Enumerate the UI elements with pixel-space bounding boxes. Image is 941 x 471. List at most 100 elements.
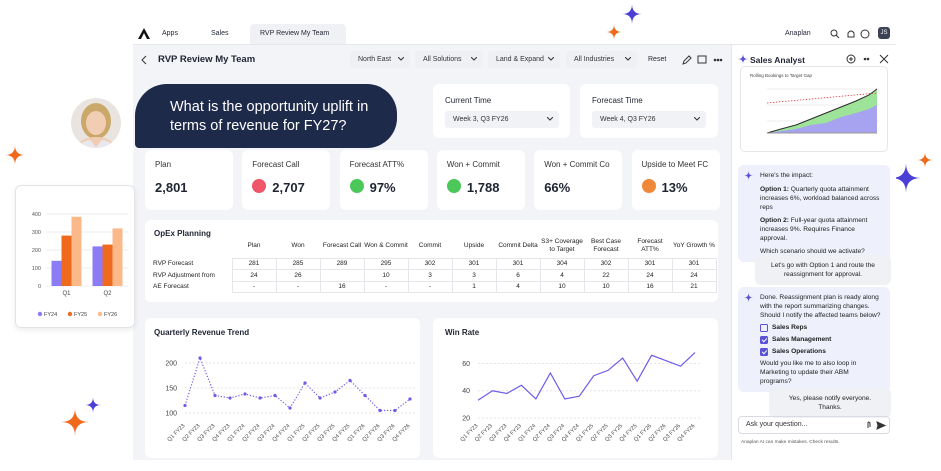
mini-chart xyxy=(766,88,879,134)
cell: 285 xyxy=(275,257,321,270)
y-tick-label: 40 xyxy=(462,388,470,395)
filter[interactable]: All Solutions xyxy=(415,51,483,68)
kpi-card: Plan 2,801 xyxy=(145,150,233,210)
nav-apps[interactable]: Apps xyxy=(162,30,178,37)
kpi-label: Won + Commit Co xyxy=(544,160,610,169)
question: What is the opportunity uplift in terms … xyxy=(170,99,369,134)
ask: Which scenario should we activate? xyxy=(760,248,865,255)
y-tick-label: 200 xyxy=(32,248,41,254)
point xyxy=(198,356,202,360)
kpi-label: Plan xyxy=(155,160,172,169)
time-value: Week 4, Q3 FY26 xyxy=(600,116,656,123)
y-tick-label: 20 xyxy=(462,416,470,423)
cell: - xyxy=(363,280,409,293)
option-text: Full-year quota attainment increases 9%.… xyxy=(760,217,868,242)
nav-org[interactable]: Anaplan xyxy=(785,30,811,37)
nav-tab[interactable]: RVP Review My Team xyxy=(260,30,330,37)
page-title: RVP Review My Team xyxy=(158,54,256,65)
analyst-title: Sales Analyst xyxy=(750,55,805,65)
analyst-chart-title: Rolling Bookings to Target Gap xyxy=(750,73,812,78)
point xyxy=(363,393,367,398)
kpi-value: 66% xyxy=(544,180,571,195)
cell: 24 xyxy=(231,269,277,282)
filter[interactable]: Land & Expand xyxy=(488,51,560,68)
opex-title: OpEx Planning xyxy=(154,229,211,238)
user-avatar[interactable]: JS xyxy=(878,27,890,39)
cell: 304 xyxy=(539,257,585,270)
cell: 295 xyxy=(363,257,409,270)
filter[interactable]: North East xyxy=(350,51,410,68)
checkbox xyxy=(760,347,768,356)
cell: 289 xyxy=(319,257,365,270)
panel-icons xyxy=(846,54,889,64)
time-select[interactable]: Week 4, Q3 FY26 xyxy=(592,111,706,128)
kpi-label: Forecast ATT% xyxy=(349,160,405,169)
team-option[interactable]: Sales Operations xyxy=(760,347,882,356)
cell: 281 xyxy=(231,257,277,270)
spark-icon xyxy=(738,54,748,64)
column-header: Forecast ATT% xyxy=(637,237,663,253)
point xyxy=(213,393,217,398)
floating-chart-card: 0 100 200 300 400 Q1 Q2 FY24 FY25 FY26 xyxy=(15,185,135,328)
back[interactable] xyxy=(141,55,149,65)
team-option[interactable]: Sales Reps xyxy=(760,323,882,332)
bar xyxy=(102,244,113,286)
point xyxy=(333,390,337,394)
bar xyxy=(61,235,72,286)
filter[interactable]: All Industries xyxy=(566,51,637,68)
time-label: Forecast Time xyxy=(592,96,643,105)
y-tick-label: 60 xyxy=(462,361,470,368)
column-header: Commit xyxy=(418,241,442,249)
kpi-card: Upside to Meet FC 13% xyxy=(631,150,720,210)
header-row: Plan Won Forecast Call Won & Commit Commit Up… xyxy=(153,234,716,258)
avatar xyxy=(69,96,123,150)
time-value: Week 3, Q3 FY26 xyxy=(453,116,509,123)
reset[interactable]: Reset xyxy=(648,56,667,63)
chart-card: Quarterly Revenue Trend 100 150 200 Q1 FY23… xyxy=(145,318,420,458)
team-option[interactable]: Sales Management xyxy=(760,335,882,344)
team-name: Sales Management xyxy=(772,336,832,343)
row-label: AE Forecast xyxy=(153,283,189,291)
nav-icons xyxy=(830,29,870,39)
y-tick-label: 0 xyxy=(38,284,41,290)
cell: 6 xyxy=(495,269,541,282)
column-header: S3+ Coverage to Target xyxy=(541,237,583,253)
nav-sales[interactable]: Sales xyxy=(211,30,229,37)
legend-swatch xyxy=(67,311,73,317)
cell: 10 xyxy=(363,269,409,282)
chart-title: Quarterly Revenue Trend xyxy=(154,328,250,337)
cell: 24 xyxy=(671,269,717,282)
done: Done. Reassignment plan is ready along w… xyxy=(760,294,881,319)
marketing: Would you like me to also loop in Market… xyxy=(760,360,857,385)
kpi-status xyxy=(252,179,267,193)
chat-input[interactable]: Ask your question... xyxy=(738,416,890,434)
kpi-card: Forecast Call 2,707 xyxy=(242,150,331,210)
ai-message: Here's the impact: Option 1: Quarterly q… xyxy=(738,165,890,262)
y-tick-label: 300 xyxy=(32,230,41,236)
checkbox xyxy=(760,323,768,332)
time-select[interactable]: Week 3, Q3 FY26 xyxy=(445,111,559,128)
cell: 4 xyxy=(539,269,585,282)
point xyxy=(243,392,247,396)
team-name: Sales Reps xyxy=(772,324,808,331)
kpi-card: Forecast ATT% 97% xyxy=(339,150,428,210)
cell: 3 xyxy=(451,269,497,282)
legend-label: FY26 xyxy=(104,312,117,318)
top-nav: Apps Sales RVP Review My Team Anaplan JS xyxy=(133,22,896,45)
row-label: RVP Adjustment from xyxy=(153,271,215,279)
legend-label: FY25 xyxy=(74,312,87,318)
disclaimer: Anaplan AI can make mistakes. Check resu… xyxy=(741,440,840,445)
point xyxy=(258,396,262,400)
point xyxy=(408,397,412,401)
toolbar-icons xyxy=(682,55,723,65)
ai-message: Done. Reassignment plan is ready along w… xyxy=(738,287,890,392)
cell: 22 xyxy=(583,269,629,282)
kpi-value: 13% xyxy=(661,180,688,195)
opex-table: Plan Won Forecast Call Won & Commit Commit Up… xyxy=(153,234,717,293)
table-row: RVP Adjustment from 24 26 10 3 3 6 4 22 24 24 xyxy=(153,269,717,282)
cell: 4 xyxy=(495,280,541,293)
cell: 301 xyxy=(627,257,673,270)
line xyxy=(477,352,696,401)
